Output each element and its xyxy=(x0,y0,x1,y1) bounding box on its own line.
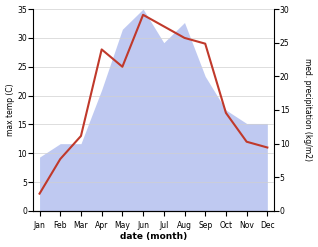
Y-axis label: med. precipitation (kg/m2): med. precipitation (kg/m2) xyxy=(303,59,313,162)
Y-axis label: max temp (C): max temp (C) xyxy=(5,84,15,136)
X-axis label: date (month): date (month) xyxy=(120,232,187,242)
